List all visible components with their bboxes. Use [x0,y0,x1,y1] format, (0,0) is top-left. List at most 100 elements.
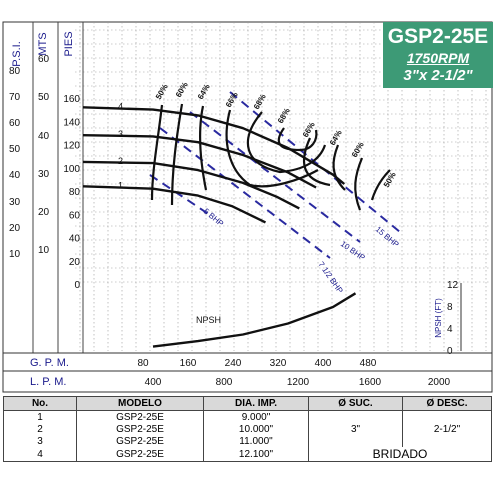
cell-no: 1 [3,410,77,423]
gpm-tick-label: 480 [360,358,377,369]
npsh-tick-label: 8 [447,302,453,313]
cell-connection: BRIDADO [308,447,492,462]
table-row: 1 GSP2-25E 9.000" 3" 2-1/2" [3,410,492,447]
cell-modelo: GSP2-25E [76,435,204,447]
efficiency-contour [199,105,208,191]
gpm-tick-label: 80 [137,358,149,369]
psi-tick-label: 40 [9,170,21,181]
curve-label: 1 [118,180,123,190]
efficiency-label: 68% [252,93,268,111]
lpm-tick-label: 1200 [287,377,310,388]
lpm-tick-label: 800 [216,377,233,388]
psi-tick-label: 10 [9,249,21,260]
cell-desc: 2-1/2" [402,410,492,447]
efficiency-label: 50% [154,83,170,101]
npsh-axis-label: NPSH (FT) [434,298,443,338]
pies-tick-label: 120 [63,141,80,152]
bhp-line [189,111,361,243]
npsh-curve-label: NPSH [196,315,221,325]
lpm-tick-label: 2000 [428,377,451,388]
npsh-tick-label: 12 [447,280,459,291]
efficiency-label: 60% [174,81,190,99]
efficiency-label: 64% [328,129,344,147]
cell-dia: 10.000" [203,423,309,435]
model-badge: GSP2-25E 1750RPM 3"x 2-1/2" [383,22,493,88]
bhp-label: 10 BHP [339,239,367,262]
col-header-dia: DIA. IMP. [203,396,309,411]
efficiency-label: 66% [224,91,240,109]
col-header-desc: Ø DESC. [402,396,492,411]
table-row: 2 GSP2-25E 10.000" [3,423,492,435]
curve-label: 2 [118,156,123,166]
cell-modelo: GSP2-25E [76,410,204,423]
efficiency-contour [170,103,184,206]
head-curve [82,185,267,224]
cell-dia: 9.000" [203,410,309,423]
curve-label: 3 [118,129,123,139]
psi-tick-label: 50 [9,144,21,155]
psi-axis-label: P.S.I. [11,41,23,66]
head-curve [82,134,317,189]
pies-tick-label: 0 [74,280,80,291]
efficiency-contour [354,157,364,211]
gpm-tick-label: 320 [270,358,287,369]
connection-type: BRIDADO [372,447,428,461]
mts-axis-label: MTS [37,32,49,55]
efficiency-contour [302,137,331,187]
col-header-suc: Ø SUC. [308,396,403,411]
pies-tick-label: 80 [69,187,81,198]
cell-dia: 12.100" [203,447,309,462]
mts-tick-label: 20 [38,207,50,218]
psi-tick-label: 30 [9,197,21,208]
bhp-line [159,127,331,259]
col-header-no: No. [3,396,77,411]
npsh-curve [152,292,357,348]
bhp-label: 7 1/2 BHP [316,260,344,295]
cell-suc: 3" [308,410,403,447]
mts-tick-label: 40 [38,131,50,142]
pies-tick-label: 20 [69,257,81,268]
chart-frame [2,21,493,393]
efficiency-contour [332,144,346,191]
pump-curves: 4 3 2 1 [82,101,357,348]
cell-modelo: GSP2-25E [76,423,204,435]
efficiency-label: 50% [382,171,398,189]
mts-tick-label: 60 [38,54,50,65]
pies-tick-label: 140 [63,117,80,128]
cell-dia: 11.000" [203,435,309,447]
npsh-tick-label: 0 [447,346,453,357]
head-curve [82,106,346,185]
pies-tick-label: 100 [63,164,80,175]
col-header-modelo: MODELO [76,396,204,411]
discharge-size: 2-1/2" [433,423,461,435]
pies-tick-label: 160 [63,94,80,105]
gpm-tick-label: 400 [315,358,332,369]
size-label: 3"x 2-1/2" [403,67,473,84]
axis-ticks: 8070605040302010605040302010160140120100… [9,54,459,388]
pies-tick-label: 40 [69,234,81,245]
efficiency-contour [150,104,164,201]
spec-table: No. MODELO DIA. IMP. Ø SUC. Ø DESC. 1 GS… [3,396,492,462]
head-curve [82,160,300,210]
cell-no: 2 [3,423,77,435]
lpm-axis-label: L. P. M. [30,376,66,388]
psi-tick-label: 20 [9,223,21,234]
npsh-tick-label: 4 [447,324,453,335]
lpm-tick-label: 1600 [359,377,382,388]
model-title: GSP2-25E [387,25,489,48]
bhp-label: 5 BHP [202,207,225,229]
mts-tick-label: 10 [38,245,50,256]
cell-no: 3 [3,435,77,447]
curve-label: 4 [118,101,123,111]
rpm-label: 1750RPM [406,50,470,66]
pies-axis-label: PIES [63,31,75,56]
mts-tick-label: 50 [38,92,50,103]
psi-tick-label: 60 [9,118,21,129]
cell-modelo: GSP2-25E [76,447,204,462]
gpm-axis-label: G. P. M. [30,357,69,369]
psi-tick-label: 80 [9,66,21,77]
gpm-tick-label: 160 [180,358,197,369]
pump-curve-chart: P.S.I. MTS PIES 807060504030201060504030… [2,21,493,393]
efficiency-label: 64% [196,83,212,101]
